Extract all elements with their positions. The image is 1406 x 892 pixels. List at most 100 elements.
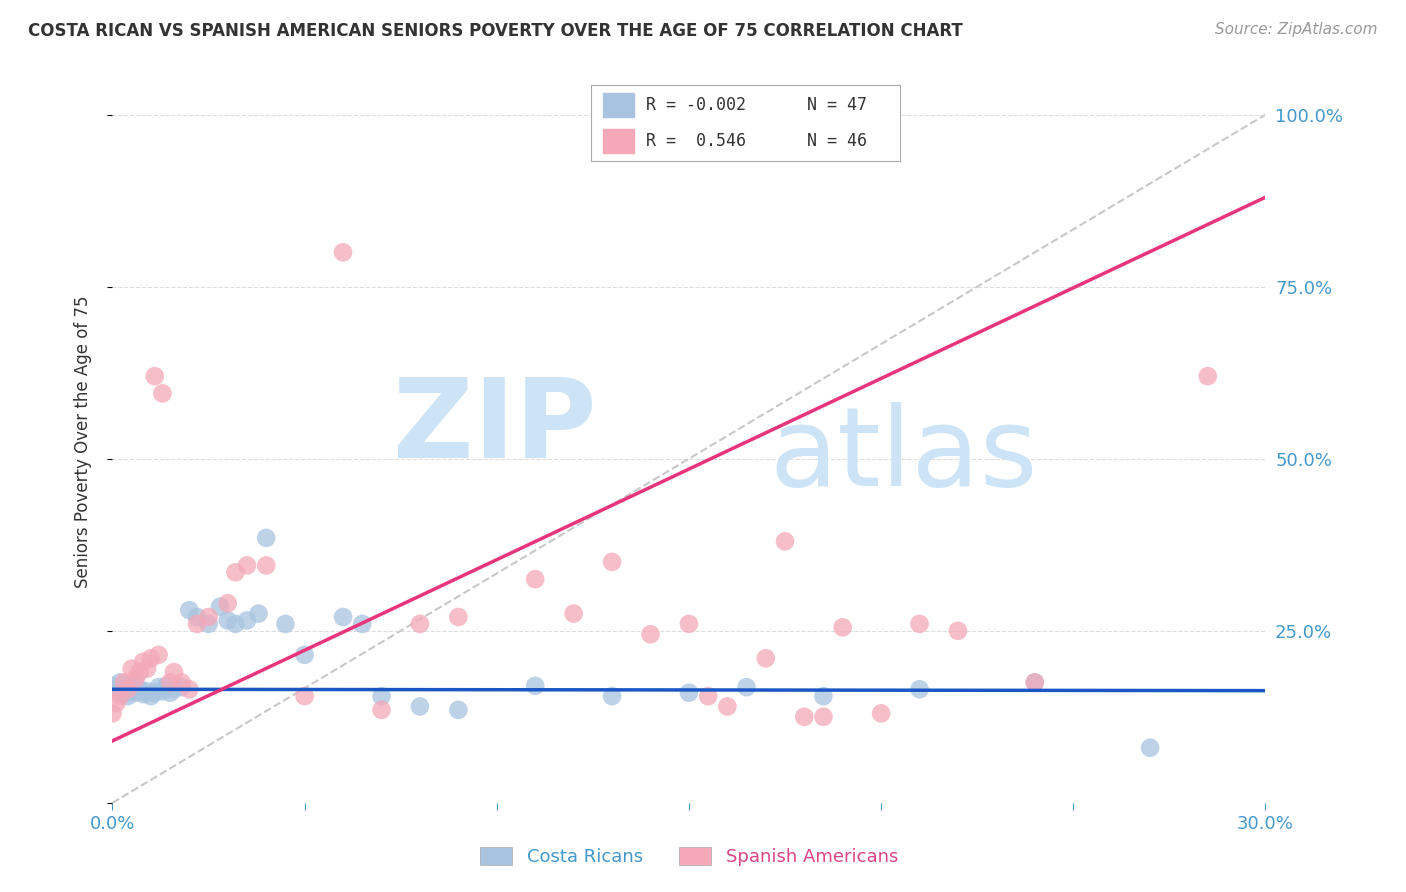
Legend: Costa Ricans, Spanish Americans: Costa Ricans, Spanish Americans [472, 839, 905, 873]
Point [155, 679, 177, 693]
Point [447, 610, 470, 624]
Point [108, 675, 131, 690]
Point [124, 677, 146, 691]
Point [813, 710, 835, 724]
Point [143, 686, 166, 700]
Point [1024, 675, 1046, 690]
Point [332, 245, 354, 260]
Point [1139, 740, 1161, 755]
Point [152, 386, 174, 401]
Point [600, 689, 623, 703]
Point [236, 614, 259, 628]
Point [274, 616, 297, 631]
Point [148, 648, 170, 662]
Point [197, 610, 219, 624]
Point [139, 689, 162, 703]
Point [524, 679, 547, 693]
Point [247, 607, 270, 621]
Point [105, 696, 128, 710]
Bar [603, 128, 634, 153]
Point [152, 684, 174, 698]
Point [124, 686, 146, 700]
Point [179, 682, 201, 697]
Point [179, 603, 201, 617]
Point [946, 624, 969, 638]
Point [409, 699, 432, 714]
Point [136, 662, 159, 676]
Point [148, 680, 170, 694]
Point [121, 662, 143, 676]
Point [1197, 369, 1219, 384]
Point [793, 710, 815, 724]
Point [136, 684, 159, 698]
Point [908, 616, 931, 631]
Point [600, 555, 623, 569]
Text: R =  0.546: R = 0.546 [647, 132, 747, 150]
Point [143, 369, 166, 384]
Point [773, 534, 796, 549]
Point [813, 689, 835, 703]
Point [170, 675, 193, 690]
Point [159, 686, 181, 700]
Point [170, 680, 193, 694]
Point [409, 616, 432, 631]
Point [678, 616, 700, 631]
Point [108, 686, 131, 700]
Point [352, 616, 374, 631]
Point [163, 665, 186, 679]
Text: COSTA RICAN VS SPANISH AMERICAN SENIORS POVERTY OVER THE AGE OF 75 CORRELATION C: COSTA RICAN VS SPANISH AMERICAN SENIORS … [28, 22, 963, 40]
Point [124, 672, 146, 686]
Point [640, 627, 662, 641]
Point [294, 689, 316, 703]
Point [217, 614, 239, 628]
Point [716, 699, 738, 714]
Point [254, 558, 277, 573]
Point [678, 686, 700, 700]
Point [132, 687, 155, 701]
Y-axis label: Seniors Poverty Over the Age of 75: Seniors Poverty Over the Age of 75 [73, 295, 91, 588]
Text: atlas: atlas [769, 402, 1038, 509]
Point [197, 616, 219, 631]
Point [105, 682, 128, 697]
Point [108, 689, 131, 703]
Point [755, 651, 778, 665]
Point [112, 684, 135, 698]
Point [121, 679, 143, 693]
Point [831, 620, 853, 634]
Point [128, 665, 150, 679]
Text: Source: ZipAtlas.com: Source: ZipAtlas.com [1215, 22, 1378, 37]
Point [112, 687, 135, 701]
Point [908, 682, 931, 697]
Text: ZIP: ZIP [394, 374, 596, 481]
Point [132, 655, 155, 669]
Point [370, 703, 392, 717]
Point [139, 651, 162, 665]
Point [209, 599, 232, 614]
Point [1024, 675, 1046, 690]
Point [697, 689, 720, 703]
Point [562, 607, 585, 621]
Point [735, 680, 758, 694]
Point [117, 680, 139, 694]
Point [224, 616, 246, 631]
Point [186, 610, 208, 624]
Point [101, 706, 124, 721]
Point [524, 572, 547, 586]
Point [254, 531, 277, 545]
Point [159, 675, 181, 690]
Point [217, 596, 239, 610]
Point [447, 703, 470, 717]
Text: N = 46: N = 46 [807, 132, 868, 150]
Point [224, 566, 246, 580]
Point [112, 675, 135, 690]
Text: N = 47: N = 47 [807, 96, 868, 114]
Point [128, 682, 150, 697]
Point [121, 683, 143, 698]
Point [117, 689, 139, 703]
Point [870, 706, 893, 721]
Point [101, 679, 124, 693]
Point [236, 558, 259, 573]
Point [186, 616, 208, 631]
Point [117, 682, 139, 697]
Point [370, 689, 392, 703]
